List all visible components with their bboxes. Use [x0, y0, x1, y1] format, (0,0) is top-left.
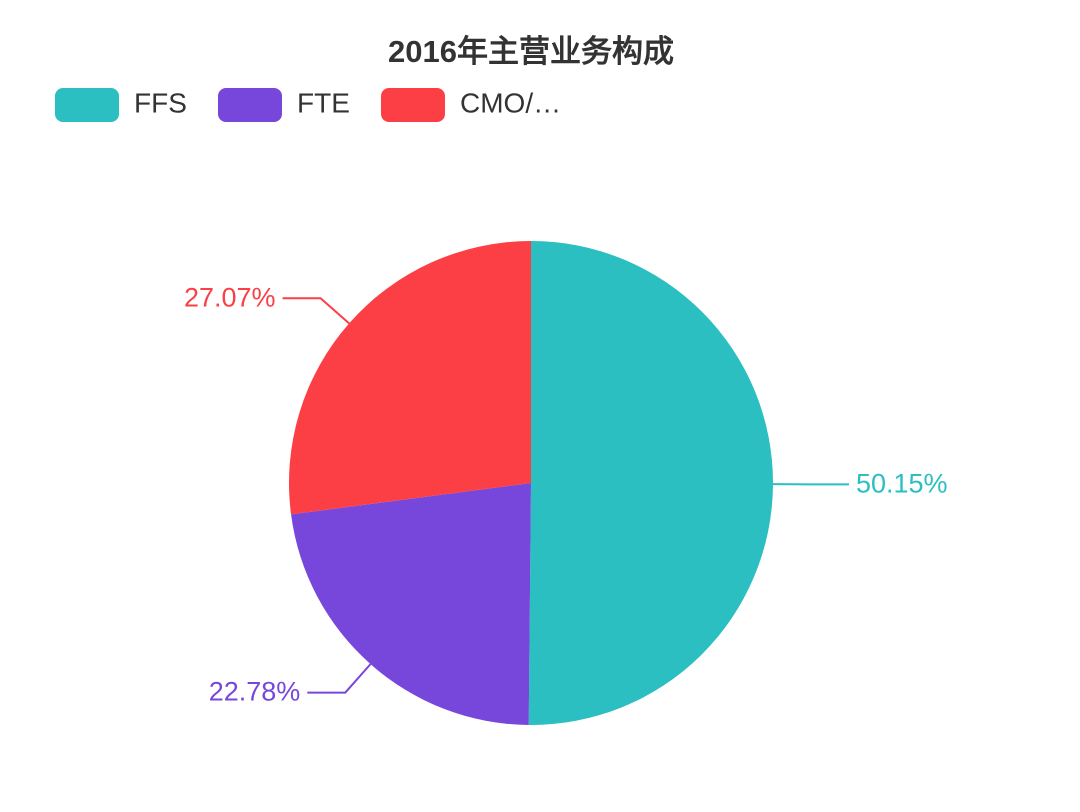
legend-label: FTE	[297, 87, 350, 118]
leader-line	[283, 298, 350, 323]
data-label: 50.15%	[856, 468, 948, 498]
legend-swatch	[218, 88, 282, 122]
chart-title: 2016年主营业务构成	[388, 34, 674, 69]
legend-swatch	[381, 88, 445, 122]
pie-slice	[291, 483, 531, 725]
legend-label: CMO/…	[460, 87, 561, 118]
legend-swatch	[55, 88, 119, 122]
data-label: 22.78%	[209, 677, 301, 707]
pie-slice	[289, 241, 531, 514]
pie-slice	[529, 241, 773, 725]
leader-line	[307, 664, 370, 692]
data-label: 27.07%	[184, 282, 276, 312]
legend-label: FFS	[134, 87, 187, 118]
